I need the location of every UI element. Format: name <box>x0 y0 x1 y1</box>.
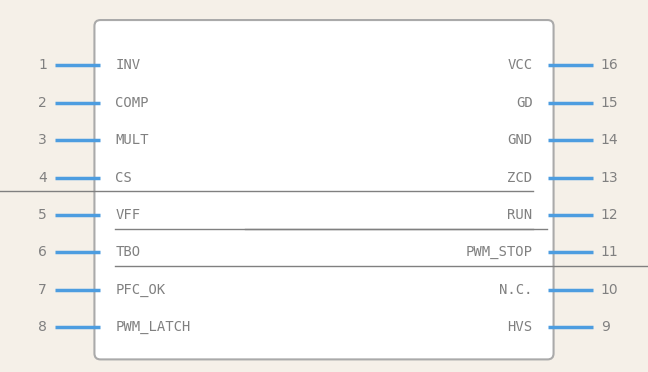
Text: 11: 11 <box>601 246 619 259</box>
Text: 4: 4 <box>38 170 47 185</box>
Text: 6: 6 <box>38 246 47 259</box>
Text: 2: 2 <box>38 96 47 110</box>
Text: 10: 10 <box>601 283 619 297</box>
Text: 9: 9 <box>601 320 610 334</box>
Text: VFF: VFF <box>115 208 141 222</box>
Text: 3: 3 <box>38 133 47 147</box>
Text: ZCD: ZCD <box>507 170 533 185</box>
Text: VCC: VCC <box>507 58 533 72</box>
Text: PFC_OK: PFC_OK <box>115 283 166 297</box>
Text: RUN: RUN <box>507 208 533 222</box>
Text: COMP: COMP <box>115 96 149 110</box>
Text: CS: CS <box>115 170 132 185</box>
Text: N.C.: N.C. <box>499 283 533 297</box>
Text: MULT: MULT <box>115 133 149 147</box>
Text: INV: INV <box>115 58 141 72</box>
Text: 12: 12 <box>601 208 619 222</box>
Text: 13: 13 <box>601 170 619 185</box>
Text: 1: 1 <box>38 58 47 72</box>
Text: 15: 15 <box>601 96 619 110</box>
Text: HVS: HVS <box>507 320 533 334</box>
Text: 14: 14 <box>601 133 619 147</box>
FancyBboxPatch shape <box>95 20 553 359</box>
Text: 7: 7 <box>38 283 47 297</box>
Text: GND: GND <box>507 133 533 147</box>
Text: 8: 8 <box>38 320 47 334</box>
Text: 5: 5 <box>38 208 47 222</box>
Text: GD: GD <box>516 96 533 110</box>
Text: 16: 16 <box>601 58 619 72</box>
Text: PWM_LATCH: PWM_LATCH <box>115 320 191 334</box>
Text: TBO: TBO <box>115 246 141 259</box>
Text: PWM_STOP: PWM_STOP <box>465 246 533 259</box>
